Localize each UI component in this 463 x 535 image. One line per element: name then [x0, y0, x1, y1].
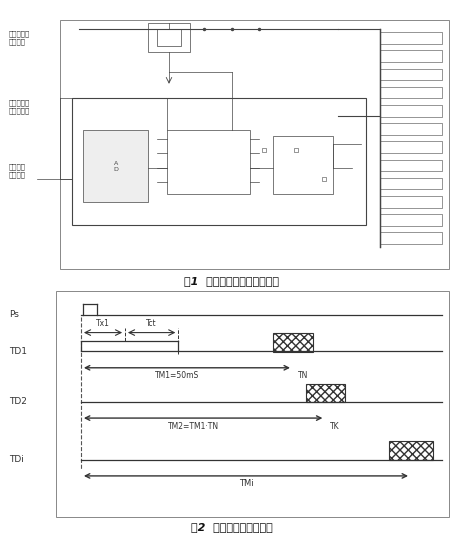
Bar — [389, 441, 433, 460]
Bar — [157, 29, 181, 46]
Bar — [60, 20, 449, 269]
Bar — [380, 32, 442, 44]
Bar — [72, 98, 366, 225]
Text: 现场定标
输入信号: 现场定标 输入信号 — [8, 163, 25, 178]
Text: TD2: TD2 — [9, 397, 27, 406]
Bar — [380, 159, 442, 171]
Bar — [380, 232, 442, 244]
Bar — [380, 87, 442, 98]
Bar — [380, 214, 442, 226]
Text: Ps: Ps — [9, 310, 19, 319]
Bar — [380, 196, 442, 208]
Text: Tct: Tct — [146, 319, 157, 328]
Text: TM1=50mS: TM1=50mS — [155, 371, 199, 380]
Bar — [56, 291, 449, 517]
Text: TN: TN — [297, 371, 308, 380]
Bar — [273, 333, 313, 352]
Bar — [380, 50, 442, 62]
Bar — [380, 105, 442, 117]
Text: 图1  测量部件的电路原理框图: 图1 测量部件的电路原理框图 — [184, 276, 279, 286]
Bar — [273, 136, 333, 194]
Bar — [380, 123, 442, 135]
Text: 发送到主机
的串行信号: 发送到主机 的串行信号 — [8, 100, 30, 114]
Text: TD1: TD1 — [9, 347, 27, 356]
Text: 山二测头车
轴水管连: 山二测头车 轴水管连 — [8, 30, 30, 45]
Bar — [380, 178, 442, 189]
Bar — [167, 130, 250, 194]
Bar — [380, 68, 442, 80]
Text: TMi: TMi — [238, 479, 253, 488]
Text: TM2=TM1·TN: TM2=TM1·TN — [168, 422, 219, 431]
Bar — [380, 141, 442, 153]
Text: TK: TK — [330, 422, 339, 431]
Text: 图2  数据通信的时序关系: 图2 数据通信的时序关系 — [191, 523, 272, 532]
Text: Tx1: Tx1 — [96, 319, 110, 328]
Text: A
D: A D — [113, 160, 118, 172]
Bar — [148, 23, 190, 52]
Bar — [306, 384, 345, 402]
Bar — [83, 130, 148, 202]
Text: TDi: TDi — [9, 455, 24, 464]
